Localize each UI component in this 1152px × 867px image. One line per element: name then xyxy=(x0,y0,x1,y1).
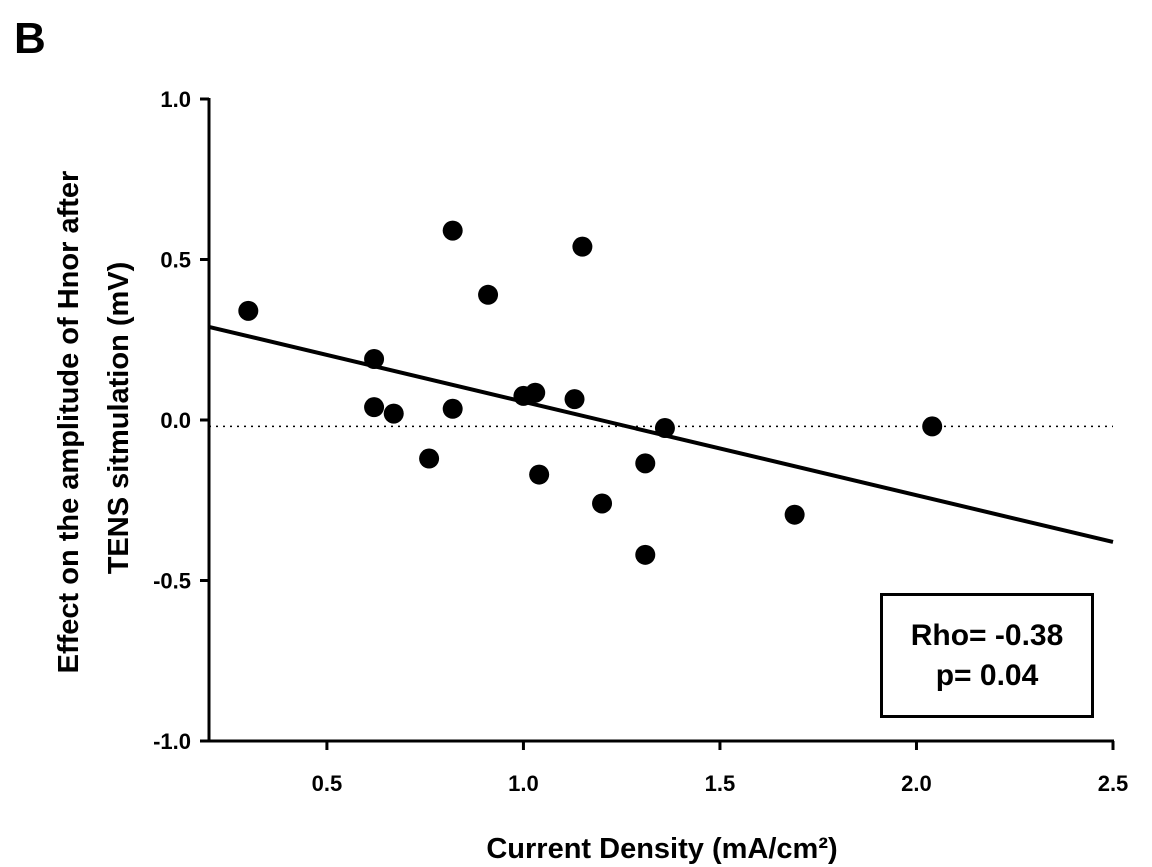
statistics-box: Rho= -0.38 p= 0.04 xyxy=(880,593,1094,718)
x-axis-title: Current Density (mA/cm²) xyxy=(486,833,837,865)
data-point xyxy=(383,403,404,424)
y-axis-title-line-2: TENS sitmulation (mV) xyxy=(103,262,135,575)
data-point xyxy=(442,220,463,241)
data-point xyxy=(442,398,463,419)
data-point xyxy=(635,453,656,474)
data-point xyxy=(654,418,675,439)
y-tick-label: 0.5 xyxy=(160,248,191,273)
rho-value: Rho= -0.38 xyxy=(910,618,1064,652)
y-axis-title-line-1: Effect on the amplitude of Hnor after xyxy=(53,171,85,674)
data-point xyxy=(364,397,385,418)
x-tick-label: 1.0 xyxy=(508,771,539,796)
y-tick-label: 1.0 xyxy=(160,87,191,112)
data-point xyxy=(784,504,805,525)
data-point xyxy=(525,382,546,403)
x-tick-label: 1.5 xyxy=(705,771,736,796)
axes xyxy=(200,97,1115,750)
y-tick-label: -1.0 xyxy=(153,729,191,754)
x-tick-label: 2.0 xyxy=(901,771,932,796)
x-tick-label: 0.5 xyxy=(312,771,343,796)
y-axis-title: Effect on the amplitude of Hnor after TE… xyxy=(53,163,135,674)
y-tick-label: -0.5 xyxy=(153,569,191,594)
data-point xyxy=(419,448,440,469)
data-point xyxy=(364,349,385,370)
data-point xyxy=(922,416,943,437)
data-point xyxy=(238,300,259,321)
p-value: p= 0.04 xyxy=(935,658,1039,692)
data-points xyxy=(238,220,943,565)
data-point xyxy=(529,464,550,485)
data-point xyxy=(592,493,613,514)
data-point xyxy=(572,236,593,257)
y-tick-label: 0.0 xyxy=(160,408,191,433)
data-point xyxy=(478,284,499,305)
x-tick-label: 2.5 xyxy=(1098,771,1129,796)
tick-labels: -1.0 -0.5 0.0 0.5 1.0 0.5 1.0 1.5 2.0 2.5 xyxy=(153,87,1128,796)
data-point xyxy=(635,544,656,565)
panel-label: B xyxy=(14,14,46,63)
data-point xyxy=(564,389,585,410)
